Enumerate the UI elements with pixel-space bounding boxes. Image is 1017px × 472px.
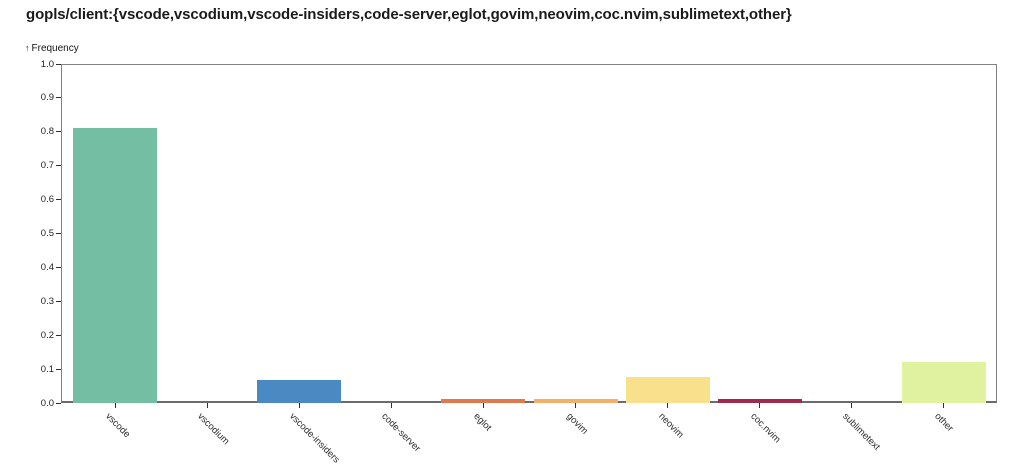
chart-title: gopls/client:{vscode,vscodium,vscode-ins… (26, 6, 792, 23)
y-tick-mark (56, 368, 61, 370)
y-tick-mark (56, 233, 61, 234)
bar-vscode-insiders (257, 379, 342, 403)
y-tick-label: 0.5 (40, 228, 54, 239)
x-tick-label-vscodium: vscodium (195, 411, 232, 448)
x-tick-mark-vscode (114, 403, 116, 408)
y-tick-label: 0.8 (40, 126, 54, 138)
x-tick-label-govim: govim (563, 411, 590, 437)
y-tick-mark (56, 402, 61, 404)
y-tick-label: 0.7 (40, 160, 54, 172)
up-arrow-icon: ↑ (25, 43, 30, 53)
y-tick-label: 0.6 (40, 194, 54, 206)
y-axis-title: ↑ Frequency (25, 43, 79, 54)
bar-neovim (625, 376, 710, 403)
x-tick-mark-code-server (390, 403, 392, 408)
y-tick-label: 0.0 (40, 397, 54, 409)
x-tick-label-neovim: neovim (655, 411, 686, 441)
y-tick-label: 0.4 (40, 261, 54, 273)
y-tick-mark (56, 131, 61, 133)
y-tick-label: 0.3 (40, 295, 54, 307)
x-tick-mark-sublimetext (851, 403, 853, 408)
x-tick-mark-vscodium (206, 403, 208, 408)
bar-vscode (73, 128, 157, 403)
x-tick-label-sublimetext: sublimetext (840, 411, 882, 453)
x-tick-label-eglot: eglot (471, 411, 494, 434)
y-tick-mark (56, 199, 61, 201)
y-tick-mark (56, 334, 61, 336)
y-tick-mark (56, 63, 61, 65)
y-tick-label: 0.1 (40, 363, 54, 375)
y-tick-label: 0.9 (40, 92, 54, 104)
y-axis-title-text: Frequency (31, 43, 79, 54)
y-tick-label: 0.2 (40, 329, 54, 341)
plot-area (61, 64, 997, 403)
x-tick-mark-coc.nvim (759, 403, 761, 408)
x-tick-label-vscode-insiders: vscode-insiders (287, 411, 342, 466)
x-tick-mark-eglot (482, 403, 484, 408)
x-tick-mark-vscode-insiders (298, 403, 300, 408)
bar-coc.nvim (717, 398, 802, 403)
x-tick-mark-neovim (667, 403, 669, 408)
bar-eglot (441, 398, 526, 403)
y-tick-mark (56, 97, 61, 99)
y-tick-mark (56, 300, 61, 302)
x-tick-mark-other (943, 403, 945, 408)
x-tick-label-vscode: vscode (103, 411, 133, 441)
y-tick-mark (56, 266, 61, 268)
bar-govim (533, 399, 618, 403)
bar-other (901, 361, 986, 403)
y-tick-label: 1.0 (40, 58, 54, 70)
y-tick-mark (56, 165, 61, 167)
x-tick-label-other: other (932, 411, 956, 435)
x-tick-mark-govim (575, 403, 576, 408)
x-tick-label-code-server: code-server (379, 411, 423, 455)
x-tick-label-coc.nvim: coc.nvim (747, 411, 783, 446)
